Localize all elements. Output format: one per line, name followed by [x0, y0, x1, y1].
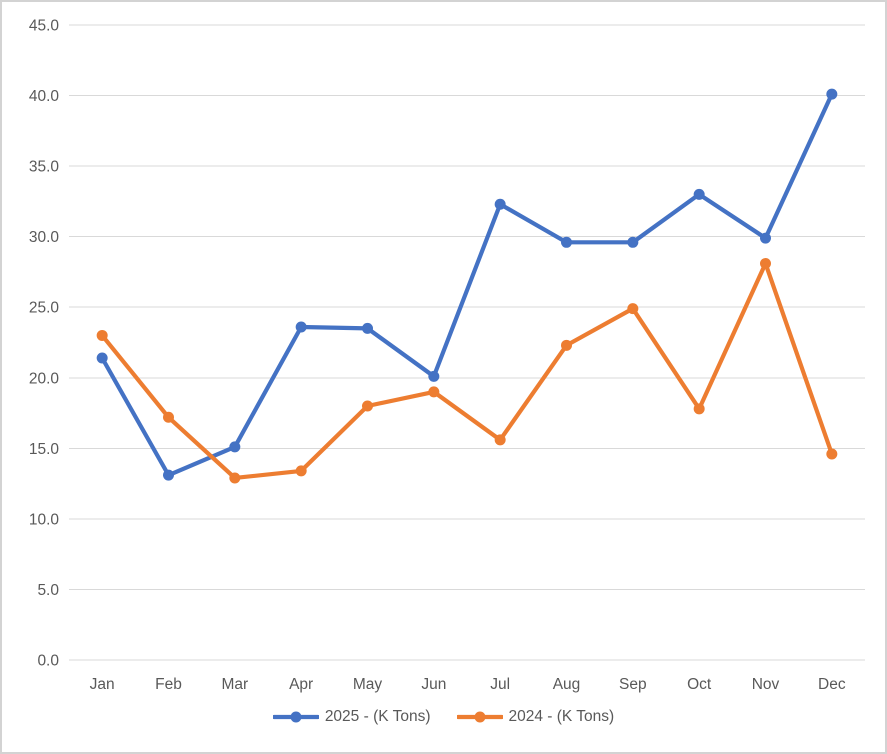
- x-tick-label: Jun: [421, 676, 446, 693]
- x-tick-label: Oct: [687, 676, 712, 693]
- x-tick-label: Nov: [752, 676, 780, 693]
- data-point: [561, 339, 572, 351]
- y-tick-label: 45.0: [29, 18, 60, 35]
- series-line: [100, 261, 834, 481]
- x-tick-label: Jul: [490, 676, 510, 693]
- data-point: [760, 257, 771, 269]
- data-point: [428, 370, 440, 382]
- data-point: [627, 236, 639, 248]
- data-point: [295, 465, 307, 477]
- x-tick-label: Sep: [619, 676, 647, 693]
- data-point: [229, 472, 241, 484]
- data-point: [693, 403, 705, 415]
- chart-legend: 2025 - (K Tons) 2024 - (K Tons): [2, 708, 885, 726]
- legend-line-marker-swatch: [456, 711, 503, 723]
- x-tick-label: Aug: [553, 676, 581, 693]
- x-tick-label: May: [353, 676, 383, 693]
- y-tick-label: 10.0: [29, 511, 60, 528]
- data-point: [693, 188, 705, 200]
- data-point: [96, 352, 108, 364]
- legend-label: 2025 - (K Tons): [324, 708, 431, 725]
- data-point: [362, 322, 373, 334]
- data-point: [163, 469, 174, 481]
- data-point: [826, 88, 838, 100]
- x-tick-label: Apr: [289, 676, 313, 693]
- data-point: [561, 236, 572, 248]
- y-tick-label: 30.0: [29, 229, 60, 246]
- data-point: [826, 448, 838, 460]
- legend-line-marker-swatch: [272, 711, 319, 723]
- x-tick-label: Jan: [90, 676, 115, 693]
- data-point: [229, 441, 241, 453]
- data-point: [494, 198, 506, 210]
- series-line: [100, 92, 834, 478]
- y-tick-label: 0.0: [37, 653, 59, 670]
- x-tick-label: Mar: [221, 676, 248, 693]
- data-point: [163, 411, 174, 423]
- data-point: [428, 386, 440, 398]
- y-tick-label: 25.0: [29, 300, 60, 317]
- y-tick-label: 35.0: [29, 159, 60, 176]
- data-point: [362, 400, 373, 412]
- y-tick-label: 20.0: [29, 370, 60, 387]
- data-point: [760, 232, 771, 244]
- data-point: [295, 321, 307, 333]
- legend-item-2024: 2024 - (K Tons): [456, 708, 615, 726]
- legend-label: 2024 - (K Tons): [508, 708, 615, 725]
- legend-item-2025: 2025 - (K Tons): [272, 708, 431, 726]
- x-tick-label: Dec: [818, 676, 846, 693]
- y-tick-label: 15.0: [29, 441, 60, 458]
- x-tick-label: Feb: [155, 676, 182, 693]
- y-tick-label: 40.0: [29, 88, 60, 105]
- data-point: [96, 329, 108, 341]
- data-point: [627, 303, 639, 315]
- data-point: [494, 434, 506, 446]
- y-tick-label: 5.0: [37, 582, 59, 599]
